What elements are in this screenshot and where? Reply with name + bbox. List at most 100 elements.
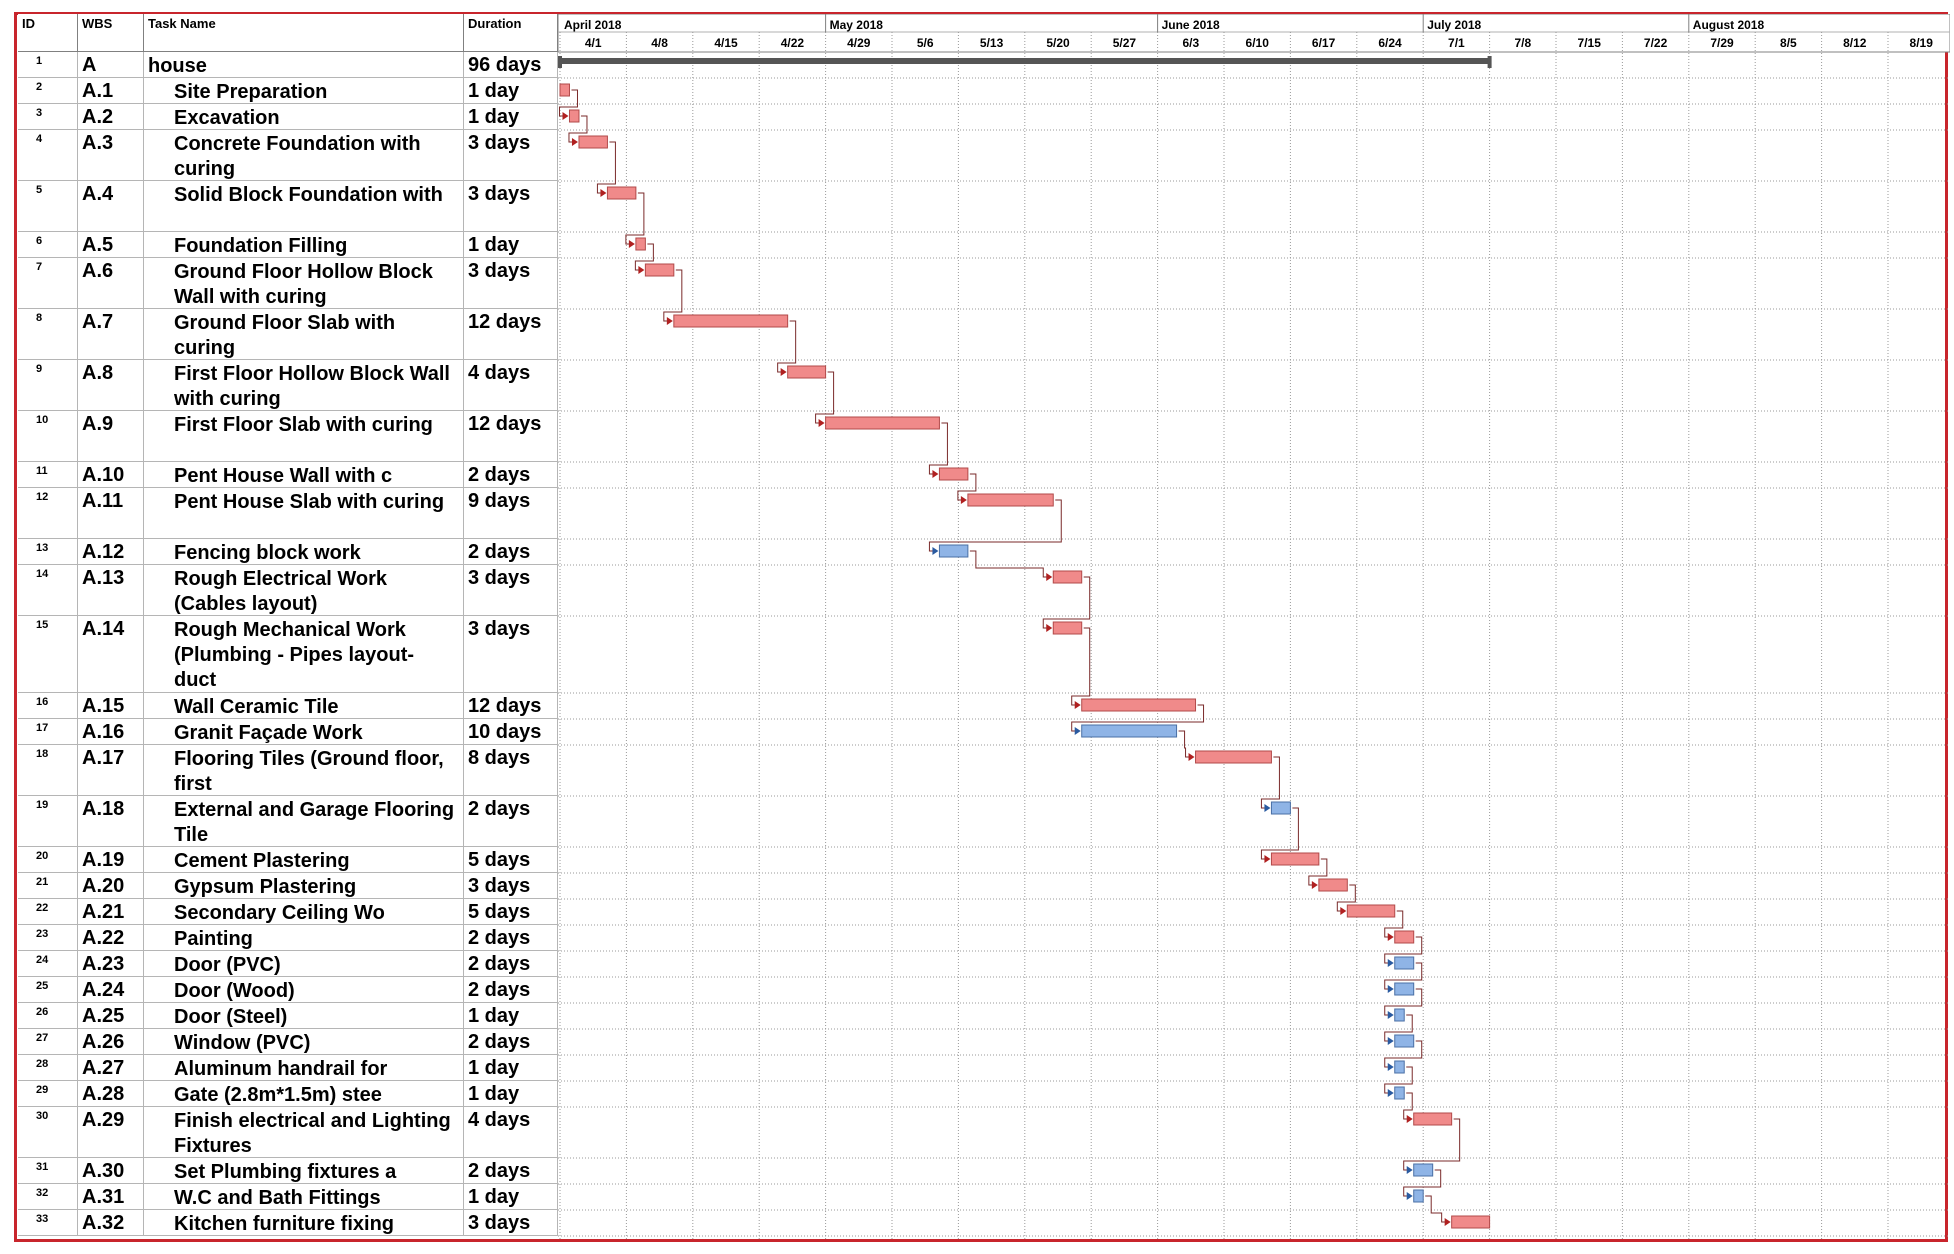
- task-name: Fencing block work: [144, 539, 464, 564]
- task-row[interactable]: 28 A.27 Aluminum handrail for 1 day: [18, 1055, 558, 1081]
- task-row[interactable]: 9 A.8 First Floor Hollow Block Wall with c…: [18, 360, 558, 411]
- dependency-arrow: [1387, 1037, 1394, 1045]
- task-row[interactable]: 27 A.26 Window (PVC) 2 days: [18, 1029, 558, 1055]
- task-row[interactable]: 13 A.12 Fencing block work 2 days: [18, 539, 558, 565]
- task-row[interactable]: 5 A.4 Solid Block Foundation with 3 days: [18, 181, 558, 232]
- task-row[interactable]: 20 A.19 Cement Plastering 5 days: [18, 847, 558, 873]
- task-bar: [938, 544, 969, 558]
- task-bar: [1413, 1163, 1434, 1177]
- task-row[interactable]: 23 A.22 Painting 2 days: [18, 925, 558, 951]
- dependency-arrow: [666, 317, 673, 325]
- task-wbs: A.11: [78, 488, 144, 538]
- task-row[interactable]: 18 A.17 Flooring Tiles (Ground floor, firs…: [18, 745, 558, 796]
- task-id: 1: [18, 52, 78, 77]
- task-wbs: A.3: [78, 130, 144, 180]
- task-id: 4: [18, 130, 78, 180]
- task-row[interactable]: 3 A.2 Excavation 1 day: [18, 104, 558, 130]
- dependency-arrow: [780, 368, 787, 376]
- task-row[interactable]: 19 A.18 External and Garage Flooring Tile 2…: [18, 796, 558, 847]
- task-duration: 96 days: [464, 52, 558, 77]
- task-row[interactable]: 2 A.1 Site Preparation 1 day: [18, 78, 558, 104]
- column-header-id[interactable]: ID: [18, 14, 78, 52]
- task-row[interactable]: 6 A.5 Foundation Filling 1 day: [18, 232, 558, 258]
- task-row[interactable]: 14 A.13 Rough Electrical Work (Cables layo…: [18, 565, 558, 616]
- task-id: 17: [18, 719, 78, 744]
- week-label: 6/3: [1182, 36, 1199, 50]
- week-label: 5/6: [917, 36, 934, 50]
- task-bar: [1394, 930, 1415, 944]
- task-row[interactable]: 33 A.32 Kitchen furniture fixing 3 days: [18, 1210, 558, 1236]
- task-row[interactable]: 17 A.16 Granit Façade Work 10 days: [18, 719, 558, 745]
- dependency-arrow: [638, 266, 645, 274]
- gantt-svg: 4/1 4/8 4/15 4/22 4/29 5/6 5/13 5/20 5/27 6/3 6/10…: [558, 14, 1950, 1240]
- task-name: First Floor Slab with curing: [144, 411, 464, 461]
- task-duration: 3 days: [464, 616, 558, 692]
- task-bar: [1052, 621, 1083, 635]
- task-duration: 1 day: [464, 1055, 558, 1080]
- week-label: 6/24: [1378, 36, 1402, 50]
- task-bar: [1346, 904, 1396, 918]
- task-name: Door (PVC): [144, 951, 464, 976]
- dependency-link: [1071, 704, 1205, 732]
- month-label: August 2018: [1693, 18, 1765, 32]
- task-id: 16: [18, 693, 78, 718]
- task-id: 19: [18, 796, 78, 846]
- task-name: Pent House Slab with curing: [144, 488, 464, 538]
- task-duration: 3 days: [464, 1210, 558, 1235]
- task-name: Flooring Tiles (Ground floor, first: [144, 745, 464, 795]
- task-row[interactable]: 29 A.28 Gate (2.8m*1.5m) stee 1 day: [18, 1081, 558, 1107]
- task-name: Door (Wood): [144, 977, 464, 1002]
- task-bar: [1394, 956, 1415, 970]
- task-row[interactable]: 21 A.20 Gypsum Plastering 3 days: [18, 873, 558, 899]
- week-label: 7/1: [1448, 36, 1465, 50]
- week-label: 7/8: [1514, 36, 1531, 50]
- task-wbs: A.31: [78, 1184, 144, 1209]
- task-row[interactable]: 26 A.25 Door (Steel) 1 day: [18, 1003, 558, 1029]
- task-bar: [1081, 698, 1197, 712]
- task-wbs: A.2: [78, 104, 144, 129]
- dependency-arrow: [628, 240, 635, 248]
- column-header-task-name[interactable]: Task Name: [144, 14, 464, 52]
- month-label: July 2018: [1427, 18, 1481, 32]
- task-row[interactable]: 32 A.31 W.C and Bath Fittings 1 day: [18, 1184, 558, 1210]
- task-row[interactable]: 7 A.6 Ground Floor Hollow Block Wall with …: [18, 258, 558, 309]
- task-row[interactable]: 8 A.7 Ground Floor Slab with curing 12 days: [18, 309, 558, 360]
- task-wbs: A.29: [78, 1107, 144, 1157]
- dependency-link: [1403, 1092, 1413, 1120]
- dependency-arrow: [600, 189, 607, 197]
- dependency-arrow: [1406, 1115, 1413, 1123]
- task-row[interactable]: 22 A.21 Secondary Ceiling Wo 5 days: [18, 899, 558, 925]
- task-bar: [1394, 982, 1415, 996]
- dependency-arrow: [1046, 573, 1053, 581]
- column-header-wbs[interactable]: WBS: [78, 14, 144, 52]
- dependency-link: [625, 192, 645, 245]
- task-row[interactable]: 30 A.29 Finish electrical and Lighting Fix…: [18, 1107, 558, 1158]
- dependency-link: [568, 115, 588, 143]
- task-row[interactable]: 4 A.3 Concrete Foundation with curing 3 day…: [18, 130, 558, 181]
- task-row[interactable]: 10 A.9 First Floor Slab with curing 12 days: [18, 411, 558, 462]
- task-row[interactable]: 15 A.14 Rough Mechanical Work (Plumbing - …: [18, 616, 558, 693]
- task-wbs: A.4: [78, 181, 144, 231]
- column-header-duration[interactable]: Duration: [464, 14, 558, 52]
- summary-bar-start: [558, 56, 562, 68]
- dependency-link: [1042, 576, 1091, 629]
- dependency-arrow: [1340, 907, 1347, 915]
- task-bar: [644, 263, 675, 277]
- task-id: 24: [18, 951, 78, 976]
- task-row[interactable]: 24 A.23 Door (PVC) 2 days: [18, 951, 558, 977]
- task-name: Concrete Foundation with curing: [144, 130, 464, 180]
- task-id: 8: [18, 309, 78, 359]
- week-label: 5/20: [1046, 36, 1070, 50]
- task-row[interactable]: 12 A.11 Pent House Slab with curing 9 days: [18, 488, 558, 539]
- task-wbs: A.28: [78, 1081, 144, 1106]
- task-duration: 2 days: [464, 462, 558, 487]
- task-name: Pent House Wall with c: [144, 462, 464, 487]
- task-row[interactable]: 25 A.24 Door (Wood) 2 days: [18, 977, 558, 1003]
- task-row[interactable]: 16 A.15 Wall Ceramic Tile 12 days: [18, 693, 558, 719]
- task-duration: 1 day: [464, 1003, 558, 1028]
- task-name: Foundation Filling: [144, 232, 464, 257]
- task-wbs: A.23: [78, 951, 144, 976]
